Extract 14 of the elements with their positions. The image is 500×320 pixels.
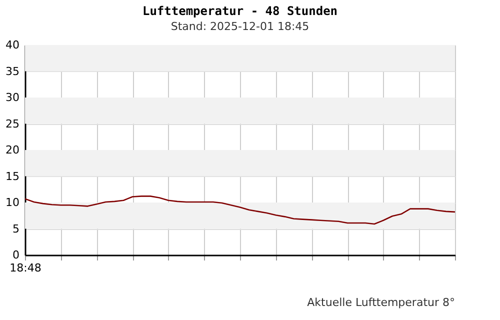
y-tick-label: 30 (6, 91, 20, 104)
y-tick-label: 5 (12, 222, 20, 236)
chart-title: Lufttemperatur - 48 Stunden (142, 4, 338, 18)
text: Aktuelle Lufttemperatur 8° (307, 296, 455, 309)
x-tick-label: 18:48 (10, 262, 42, 274)
y-tick-label: 40 (6, 38, 20, 52)
y-tick-label: 10 (6, 196, 20, 209)
y-tick-label: 35 (6, 64, 20, 78)
y-tick-label: 15 (6, 170, 20, 183)
y-tick-label: 20 (6, 144, 20, 156)
y-tick-label: 0 (12, 248, 20, 262)
y-tick-label: 25 (6, 117, 20, 130)
line-series (25, 196, 455, 225)
chart-subtitle: Stand: 2025-12-01 18:45 (170, 20, 310, 33)
